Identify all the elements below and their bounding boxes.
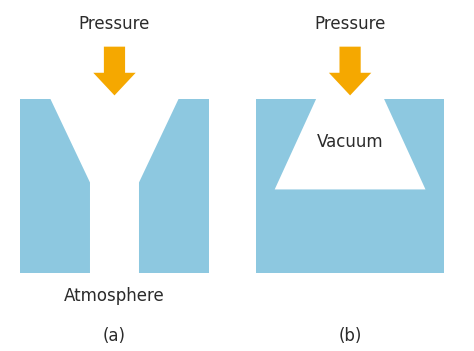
Polygon shape bbox=[275, 99, 426, 190]
Polygon shape bbox=[50, 99, 179, 273]
Polygon shape bbox=[329, 47, 371, 95]
Text: Pressure: Pressure bbox=[314, 15, 386, 33]
Bar bbox=[20, 99, 209, 273]
Text: Pressure: Pressure bbox=[79, 15, 150, 33]
Text: Vacuum: Vacuum bbox=[317, 133, 383, 151]
Text: (b): (b) bbox=[338, 327, 362, 345]
Polygon shape bbox=[93, 47, 136, 95]
Bar bbox=[256, 99, 444, 273]
Text: Atmosphere: Atmosphere bbox=[64, 287, 165, 305]
Text: (a): (a) bbox=[103, 327, 126, 345]
